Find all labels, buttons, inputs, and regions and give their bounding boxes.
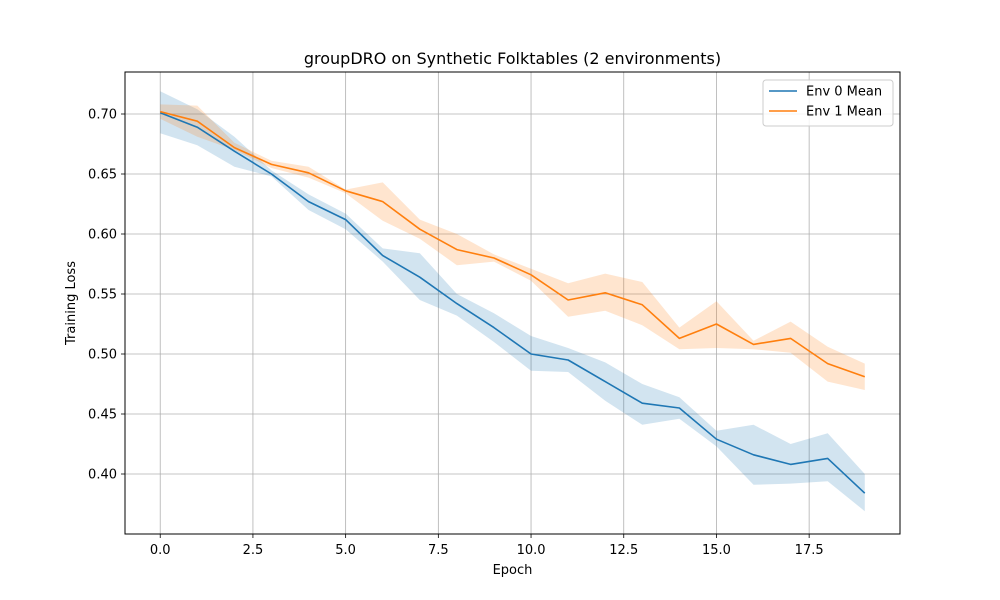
confidence-bands (160, 91, 865, 512)
series-line-env-0 (159, 112, 866, 494)
x-tick-label: 0.0 (150, 543, 171, 558)
series-line-env-1 (160, 110, 866, 378)
y-tick-label: 0.45 (88, 408, 117, 423)
x-tick-label: 5.0 (335, 543, 356, 558)
confidence-band-env-0 (160, 91, 865, 512)
y-tick-label: 0.65 (88, 168, 117, 183)
x-tick-label: 17.5 (795, 543, 824, 558)
x-tick-label: 10.0 (517, 543, 546, 558)
legend: Env 0 Mean Env 1 Mean (762, 79, 894, 127)
y-tick-label: 0.55 (88, 288, 117, 303)
x-axis-ticks: 0.0 2.5 5.0 7.5 10.0 12.5 15.0 17.5 (150, 534, 824, 558)
y-tick-label: 0.40 (88, 468, 117, 483)
x-axis-label: Epoch (493, 563, 533, 578)
y-tick-label: 0.70 (88, 108, 117, 123)
x-tick-label: 12.5 (609, 543, 638, 558)
grid-lines (125, 72, 900, 534)
legend-label-env-1: Env 1 Mean (806, 105, 882, 120)
y-axis-label: Training Loss (64, 261, 79, 346)
x-tick-label: 15.0 (702, 543, 731, 558)
y-tick-label: 0.60 (88, 228, 117, 243)
legend-label-env-0: Env 0 Mean (806, 85, 882, 100)
x-tick-label: 2.5 (243, 543, 264, 558)
y-tick-label: 0.50 (88, 348, 117, 363)
x-tick-label: 7.5 (428, 543, 449, 558)
plot-frame (124, 71, 901, 535)
chart-title: groupDRO on Synthetic Folktables (2 envi… (304, 49, 721, 68)
y-axis-ticks: 0.40 0.45 0.50 0.55 0.60 0.65 0.70 (88, 108, 125, 483)
series-lines (159, 110, 866, 494)
